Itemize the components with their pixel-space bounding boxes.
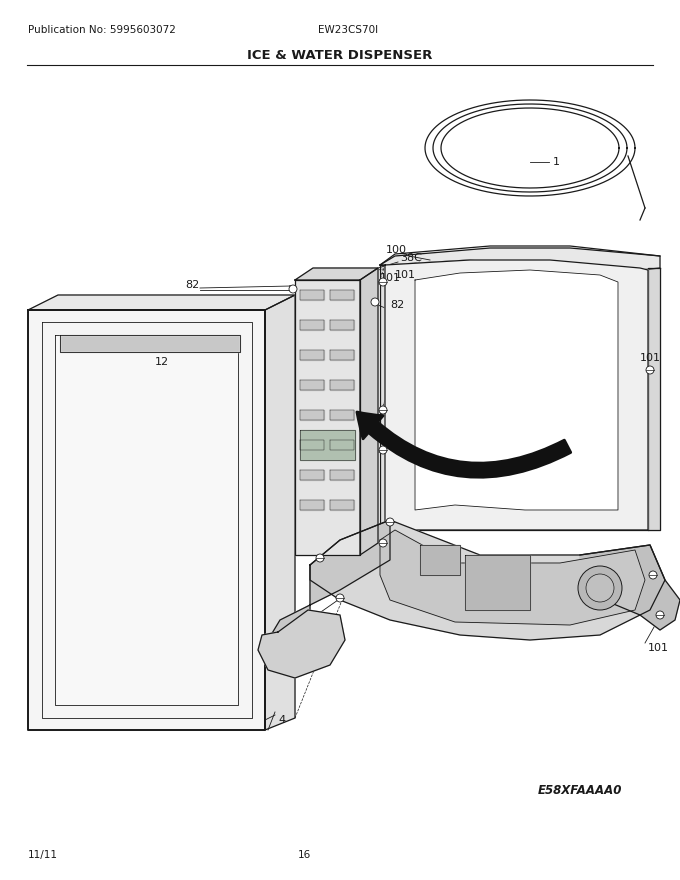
Polygon shape [330,440,354,450]
Circle shape [649,571,657,579]
FancyArrowPatch shape [357,412,571,477]
Polygon shape [300,470,324,480]
Polygon shape [380,265,385,530]
Text: 101: 101 [355,415,376,425]
Polygon shape [300,410,324,420]
Text: 82: 82 [185,280,199,290]
Polygon shape [300,430,355,460]
Polygon shape [330,290,354,300]
Text: Publication No: 5995603072: Publication No: 5995603072 [28,25,176,35]
Polygon shape [420,545,460,575]
Text: 16: 16 [298,850,311,860]
Text: 101: 101 [355,450,376,460]
Text: 101: 101 [648,643,669,653]
Text: 101: 101 [395,270,416,280]
Circle shape [379,278,387,286]
Circle shape [336,594,344,602]
Text: 101: 101 [355,410,376,420]
Circle shape [379,446,387,454]
Circle shape [316,554,324,562]
Polygon shape [330,380,354,390]
Polygon shape [28,295,295,310]
Polygon shape [380,248,660,270]
Polygon shape [300,290,324,300]
Polygon shape [330,410,354,420]
Polygon shape [380,530,645,625]
Circle shape [289,285,297,293]
Polygon shape [330,500,354,510]
Polygon shape [300,320,324,330]
Polygon shape [28,310,265,730]
Text: 101: 101 [305,543,326,553]
Polygon shape [300,500,324,510]
Text: 11/11: 11/11 [28,850,58,860]
Text: 100: 100 [386,245,407,255]
Text: 101: 101 [380,273,401,283]
Circle shape [578,566,622,610]
Polygon shape [300,380,324,390]
Polygon shape [300,350,324,360]
Text: 101: 101 [310,545,331,555]
Polygon shape [330,320,354,330]
Polygon shape [385,260,648,530]
Text: 101: 101 [640,353,661,363]
Polygon shape [580,545,680,630]
Polygon shape [295,280,360,555]
Circle shape [379,406,387,414]
Circle shape [371,298,379,306]
Polygon shape [268,520,390,668]
Polygon shape [330,350,354,360]
Text: 8: 8 [310,613,317,623]
Circle shape [386,518,394,526]
Text: 38C: 38C [400,253,422,263]
Circle shape [379,539,387,547]
Text: 101: 101 [355,447,376,457]
Polygon shape [300,440,324,450]
Polygon shape [60,335,240,352]
Polygon shape [310,520,665,640]
Polygon shape [330,470,354,480]
Polygon shape [258,610,345,678]
Text: 82: 82 [390,300,404,310]
Text: 1: 1 [553,157,560,167]
Polygon shape [360,268,378,555]
Circle shape [656,611,664,619]
Text: EW23CS70I: EW23CS70I [318,25,378,35]
Text: ICE & WATER DISPENSER: ICE & WATER DISPENSER [248,48,432,62]
Polygon shape [55,335,238,705]
Circle shape [646,366,654,374]
Polygon shape [265,295,295,730]
Polygon shape [648,268,660,530]
Polygon shape [415,270,618,510]
Polygon shape [62,337,238,350]
Polygon shape [295,268,378,280]
Text: 12: 12 [155,357,169,367]
Text: 4: 4 [278,715,285,725]
Text: E58XFAAAA0: E58XFAAAA0 [538,783,622,796]
Polygon shape [465,555,530,610]
Circle shape [586,574,614,602]
